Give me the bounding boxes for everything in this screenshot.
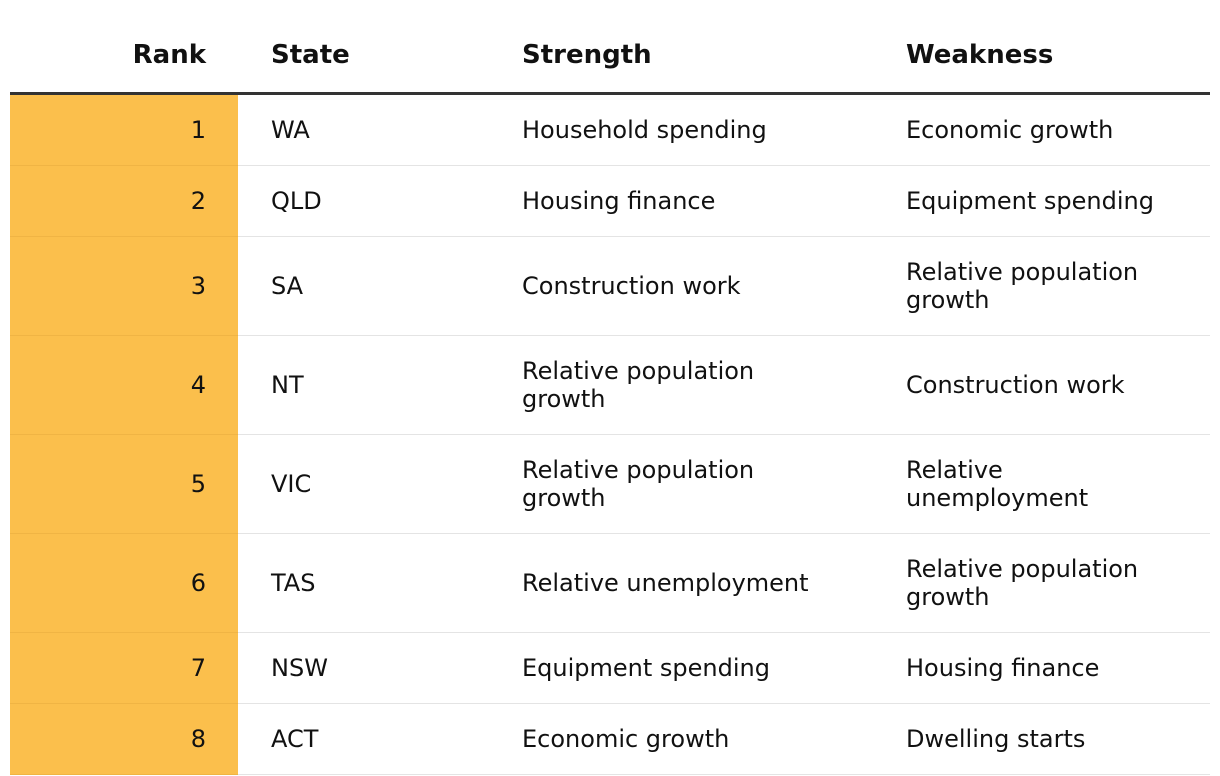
strength-cell: Household spending [489,93,873,166]
weakness-cell: Economic growth [873,93,1210,166]
table-row: 4 NT Relative population growth Constructio… [10,335,1210,435]
strength-cell: Relative population growth [489,335,873,435]
weakness-cell: Dwelling starts [873,703,1210,775]
state-cell: QLD [238,165,489,237]
state-cell: NT [238,335,489,435]
state-cell: ACT [238,703,489,775]
column-header: Strength [489,0,873,95]
column-header: Rank [10,0,238,95]
table-row: 2 QLD Housing finance Equipment spending [10,165,1210,237]
table-row: 1 WA Household spending Economic growth [10,93,1210,166]
strength-cell: Relative unemployment [489,533,873,633]
rank-cell: 4 [10,335,238,435]
column-header: State [238,0,489,95]
weakness-cell: Housing finance [873,632,1210,704]
rank-cell: 7 [10,632,238,704]
state-cell: WA [238,93,489,166]
strength-cell: Construction work [489,236,873,336]
ranking-table: Rank State Strength Weakness 1 WA Household s… [10,0,1210,775]
strength-cell: Economic growth [489,703,873,775]
state-cell: TAS [238,533,489,633]
state-cell: SA [238,236,489,336]
weakness-cell: Relative population growth [873,533,1210,633]
weakness-cell: Equipment spending [873,165,1210,237]
rank-cell: 3 [10,236,238,336]
rank-cell: 6 [10,533,238,633]
weakness-cell: Relative population growth [873,236,1210,336]
rank-cell: 8 [10,703,238,775]
strength-cell: Equipment spending [489,632,873,704]
table-row: 7 NSW Equipment spending Housing finance [10,632,1210,704]
table-header: Rank State Strength Weakness [10,0,1210,95]
state-cell: VIC [238,434,489,534]
table-row: 3 SA Construction work Relative population … [10,236,1210,336]
table-row: 8 ACT Economic growth Dwelling starts [10,703,1210,775]
rank-cell: 5 [10,434,238,534]
table-body: 1 WA Household spending Economic growth 2 QLD… [10,93,1210,775]
strength-cell: Relative population growth [489,434,873,534]
rank-cell: 1 [10,93,238,166]
header-row: Rank State Strength Weakness [10,0,1210,95]
table-row: 6 TAS Relative unemployment Relative popula… [10,533,1210,633]
strength-cell: Housing finance [489,165,873,237]
column-header: Weakness [873,0,1210,95]
weakness-cell: Construction work [873,335,1210,435]
rank-cell: 2 [10,165,238,237]
table-row: 5 VIC Relative population growth Relative u… [10,434,1210,534]
weakness-cell: Relative unemployment [873,434,1210,534]
state-cell: NSW [238,632,489,704]
